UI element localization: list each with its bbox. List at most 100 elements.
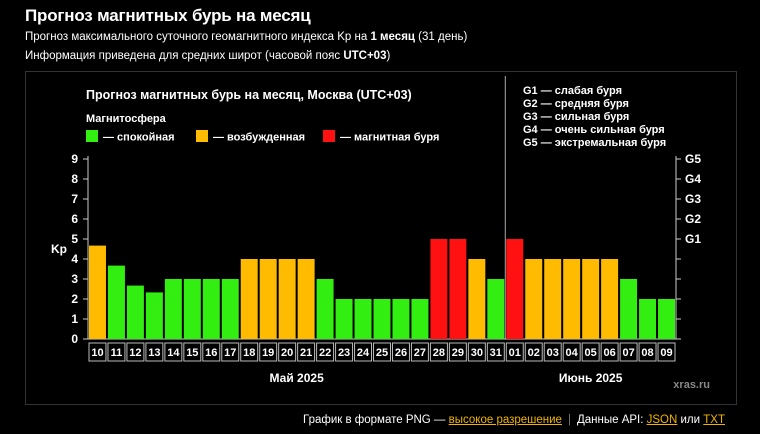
day-label: 12 bbox=[129, 347, 141, 359]
day-label-box bbox=[335, 342, 354, 362]
day-label-box bbox=[600, 342, 619, 362]
g-scale-item: G4 — очень сильная буря bbox=[523, 124, 665, 136]
day-label-box bbox=[145, 342, 164, 362]
high-resolution-link[interactable]: высокое разрешение bbox=[448, 414, 562, 426]
png-text: График в формате PNG — bbox=[303, 414, 449, 426]
day-label: 08 bbox=[641, 347, 653, 359]
day-label: 17 bbox=[224, 347, 236, 359]
bar-day-25 bbox=[373, 299, 391, 339]
day-label-box bbox=[107, 342, 126, 362]
bar-day-09 bbox=[658, 299, 675, 339]
day-label: 10 bbox=[91, 347, 103, 359]
bar-day-11 bbox=[107, 265, 125, 339]
day-label-box bbox=[259, 342, 278, 362]
bar-day-31 bbox=[487, 279, 505, 339]
timezone-note: Информация приведена для средних широт (… bbox=[25, 50, 390, 62]
day-label-box bbox=[543, 342, 562, 362]
txt-link[interactable]: TXT bbox=[703, 414, 725, 426]
legend-swatch-1 bbox=[86, 130, 98, 142]
day-label-box bbox=[354, 342, 373, 362]
day-label: 18 bbox=[243, 347, 255, 359]
g-scale-item: G1 — слабая буря bbox=[523, 85, 622, 97]
day-label: 09 bbox=[660, 347, 672, 359]
day-label: 03 bbox=[547, 347, 559, 359]
day-label: 24 bbox=[357, 347, 370, 359]
bar-day-12 bbox=[126, 285, 144, 339]
y-tick-label: 9 bbox=[71, 152, 78, 166]
timezone-text: Информация приведена для средних широт (… bbox=[25, 50, 344, 62]
month-label-2: Июнь 2025 bbox=[559, 371, 623, 385]
day-label: 20 bbox=[281, 347, 293, 359]
g-tick-label: G2 bbox=[685, 212, 701, 226]
bar-day-16 bbox=[202, 279, 220, 339]
month-label-1: Май 2025 bbox=[270, 371, 325, 385]
timezone-close: ) bbox=[386, 50, 391, 62]
legend-label-1: — спокойная bbox=[103, 132, 175, 144]
bar-day-15 bbox=[183, 279, 201, 339]
y-tick-label: 5 bbox=[71, 232, 78, 246]
day-label: 05 bbox=[585, 347, 597, 359]
bar-day-19 bbox=[259, 259, 277, 339]
day-label-box bbox=[619, 342, 638, 362]
y-tick-label: 0 bbox=[71, 332, 78, 346]
bar-day-23 bbox=[335, 299, 353, 339]
g-tick-label: G3 bbox=[685, 192, 701, 206]
bar-day-06 bbox=[601, 259, 619, 339]
day-label: 07 bbox=[622, 347, 634, 359]
day-label-box bbox=[429, 342, 448, 362]
or-text: или bbox=[677, 414, 704, 426]
day-label: 19 bbox=[262, 347, 274, 359]
legend-label-2: — возбужденная bbox=[213, 132, 305, 144]
g-scale-item: G2 — средняя буря bbox=[523, 98, 629, 110]
y-tick-label: 8 bbox=[71, 172, 78, 186]
day-label-box bbox=[467, 342, 486, 362]
bar-day-30 bbox=[468, 259, 486, 339]
y-tick-label: 4 bbox=[71, 252, 78, 266]
day-label: 15 bbox=[186, 347, 198, 359]
day-label-box bbox=[164, 342, 183, 362]
g-tick-label: G5 bbox=[685, 152, 701, 166]
day-label-box bbox=[638, 342, 657, 362]
day-label-box bbox=[391, 342, 410, 362]
day-label: 06 bbox=[603, 347, 615, 359]
bar-day-22 bbox=[316, 279, 334, 339]
day-label-box bbox=[373, 342, 391, 362]
day-label: 30 bbox=[471, 347, 483, 359]
y-tick-label: 7 bbox=[71, 192, 78, 206]
day-label-box bbox=[657, 342, 676, 362]
g-tick-label: G4 bbox=[685, 172, 701, 186]
description-days: (31 день) bbox=[414, 31, 468, 43]
day-label: 11 bbox=[111, 347, 123, 359]
bar-day-29 bbox=[449, 239, 467, 339]
bar-day-26 bbox=[392, 299, 410, 339]
day-label: 01 bbox=[509, 347, 521, 359]
watermark: xras.ru bbox=[673, 379, 710, 391]
forecast-description: Прогноз максимального суточного геомагни… bbox=[25, 31, 467, 43]
bar-day-02 bbox=[525, 259, 543, 339]
day-label: 23 bbox=[338, 347, 350, 359]
json-link[interactable]: JSON bbox=[646, 414, 678, 426]
footer-separator: | bbox=[567, 414, 571, 426]
bar-day-27 bbox=[411, 299, 429, 339]
y-tick-label: 1 bbox=[71, 312, 78, 326]
page-title: Прогноз магнитных бурь на месяц bbox=[25, 6, 311, 25]
day-label-box bbox=[202, 342, 221, 362]
day-label: 28 bbox=[433, 347, 445, 359]
day-label: 21 bbox=[300, 347, 312, 359]
description-period: 1 месяц bbox=[370, 31, 415, 43]
day-label: 29 bbox=[452, 347, 464, 359]
day-label-box bbox=[562, 342, 581, 362]
bar-day-04 bbox=[563, 259, 581, 339]
kp-forecast-chart: Прогноз магнитных бурь на месяц, Москва … bbox=[25, 71, 737, 405]
day-label-box bbox=[524, 342, 543, 362]
y-axis-label: Kp bbox=[51, 242, 67, 256]
g-scale-item: G5 — экстремальная буря bbox=[523, 137, 666, 149]
day-label: 14 bbox=[167, 347, 180, 359]
bar-day-24 bbox=[354, 299, 372, 339]
day-label-box bbox=[240, 342, 259, 362]
bar-day-20 bbox=[278, 259, 296, 339]
day-label-box bbox=[410, 342, 429, 362]
bar-day-10 bbox=[89, 245, 106, 339]
bar-day-14 bbox=[164, 279, 182, 339]
day-label: 13 bbox=[148, 347, 160, 359]
